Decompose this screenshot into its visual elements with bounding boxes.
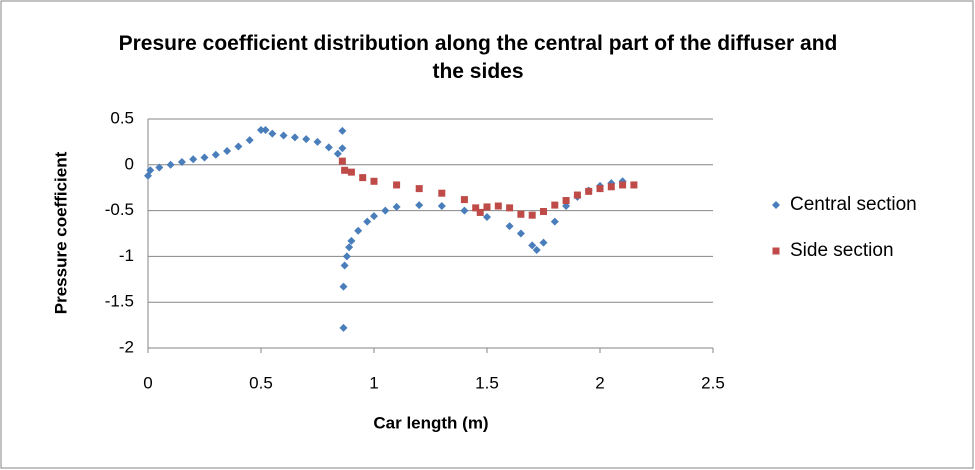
point <box>506 204 514 212</box>
point <box>333 149 342 158</box>
point <box>338 157 346 165</box>
chart-title: Presure coefficient distribution along t… <box>118 32 838 83</box>
point <box>528 211 536 219</box>
point <box>359 174 367 182</box>
point <box>234 142 243 151</box>
point <box>381 206 390 215</box>
y-axis-label: Pressure coefficient <box>51 151 70 314</box>
y-tick-label: -1.5 <box>105 292 134 311</box>
point <box>211 150 220 159</box>
point <box>460 206 469 215</box>
x-tick-label: 2 <box>595 373 604 392</box>
legend-marker <box>772 201 780 209</box>
legend-marker <box>772 247 780 255</box>
point <box>166 160 175 169</box>
x-tick-label: 2.5 <box>701 373 725 392</box>
point <box>517 210 525 218</box>
point <box>415 201 424 210</box>
point <box>392 202 401 211</box>
point <box>607 183 615 191</box>
point <box>562 197 570 205</box>
point <box>573 191 581 199</box>
point <box>146 166 155 175</box>
point <box>177 158 186 167</box>
point <box>339 282 348 291</box>
point <box>223 147 232 156</box>
y-tick-label: -1 <box>119 246 134 265</box>
point <box>476 208 484 216</box>
point <box>551 201 559 209</box>
point <box>494 202 502 210</box>
point <box>339 323 348 332</box>
point <box>290 133 299 142</box>
legend-label: Central section <box>790 194 917 215</box>
point <box>345 243 354 252</box>
point <box>342 252 351 261</box>
point <box>341 166 349 174</box>
point <box>338 144 347 153</box>
point <box>363 217 372 226</box>
y-tick-label: 0.5 <box>110 108 134 127</box>
point <box>460 196 468 204</box>
y-tick-label: 0 <box>125 154 134 173</box>
point <box>370 212 378 221</box>
point <box>189 155 198 164</box>
point <box>585 187 593 195</box>
point <box>532 245 541 254</box>
x-tick-label: 1 <box>369 373 378 392</box>
point <box>438 189 446 197</box>
legend-label: Side section <box>790 240 894 261</box>
point <box>279 131 288 140</box>
point <box>313 137 322 146</box>
point <box>155 163 164 172</box>
point <box>257 125 265 134</box>
point <box>516 229 525 238</box>
point <box>596 185 604 193</box>
point <box>630 181 638 189</box>
point <box>550 217 559 226</box>
x-tick-label: 0 <box>143 373 152 392</box>
point <box>245 136 254 145</box>
y-tick-label: -0.5 <box>105 200 134 219</box>
point <box>268 129 277 138</box>
point <box>528 241 537 250</box>
point <box>505 222 514 231</box>
point <box>347 168 355 176</box>
point <box>393 181 401 189</box>
x-tick-label: 1.5 <box>475 373 499 392</box>
point <box>302 135 311 144</box>
point <box>472 204 480 212</box>
point <box>261 125 270 134</box>
point <box>340 261 349 270</box>
point <box>540 208 547 216</box>
point <box>338 126 347 135</box>
point <box>354 226 363 235</box>
point <box>483 213 491 222</box>
point <box>347 236 356 245</box>
point <box>619 181 627 189</box>
point <box>324 143 333 152</box>
point <box>539 238 548 247</box>
point <box>370 177 378 185</box>
y-tick-label: -2 <box>119 337 134 356</box>
point <box>200 153 209 162</box>
point <box>483 203 491 211</box>
point <box>437 202 446 211</box>
x-axis-label: Car length (m) <box>373 413 488 432</box>
point <box>415 185 423 193</box>
x-tick-label: 0.5 <box>249 373 273 392</box>
